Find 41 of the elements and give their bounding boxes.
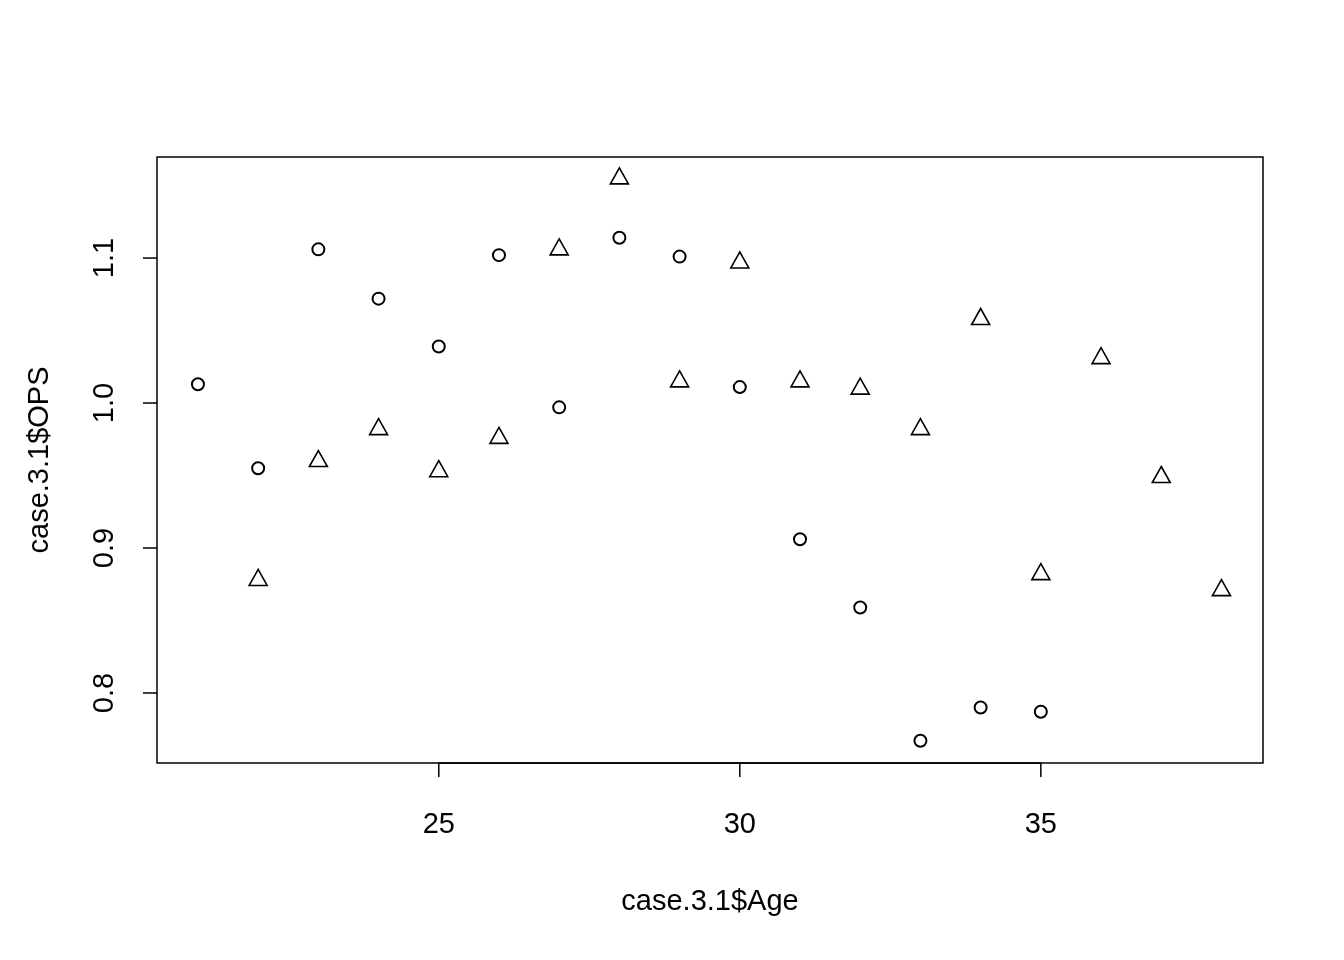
point <box>1151 465 1172 484</box>
x-tick-label: 25 <box>422 807 455 839</box>
point <box>1091 346 1111 365</box>
point <box>311 242 326 257</box>
y-tick-label: 1.1 <box>87 237 119 279</box>
point <box>970 307 991 326</box>
point <box>732 380 747 395</box>
y-axis-title: case.3.1$OPS <box>22 366 54 554</box>
point <box>1031 562 1051 581</box>
point <box>910 417 931 436</box>
point <box>853 600 868 615</box>
point <box>489 426 509 445</box>
point <box>730 251 750 269</box>
point <box>672 249 687 264</box>
point <box>850 377 871 395</box>
x-tick-label: 30 <box>723 807 756 839</box>
x-tick-label: 35 <box>1024 807 1057 839</box>
point <box>793 532 808 547</box>
point <box>612 230 627 245</box>
point <box>549 238 569 256</box>
point <box>609 167 630 185</box>
point <box>368 417 389 436</box>
point <box>552 400 567 415</box>
y-tick-label: 1.0 <box>87 382 119 424</box>
x-axis-title: case.3.1$Age <box>621 884 799 916</box>
point <box>371 291 386 306</box>
point <box>431 339 446 354</box>
point <box>973 700 988 715</box>
point <box>913 733 928 748</box>
point <box>790 370 810 388</box>
point <box>1033 704 1048 719</box>
point <box>308 449 329 468</box>
point <box>248 568 268 587</box>
point <box>190 377 205 392</box>
point <box>491 248 506 263</box>
y-tick-label: 0.9 <box>87 527 119 569</box>
point <box>428 459 449 478</box>
point <box>669 370 690 388</box>
point <box>1211 578 1232 597</box>
y-tick-label: 0.8 <box>87 672 119 714</box>
point <box>251 461 266 476</box>
